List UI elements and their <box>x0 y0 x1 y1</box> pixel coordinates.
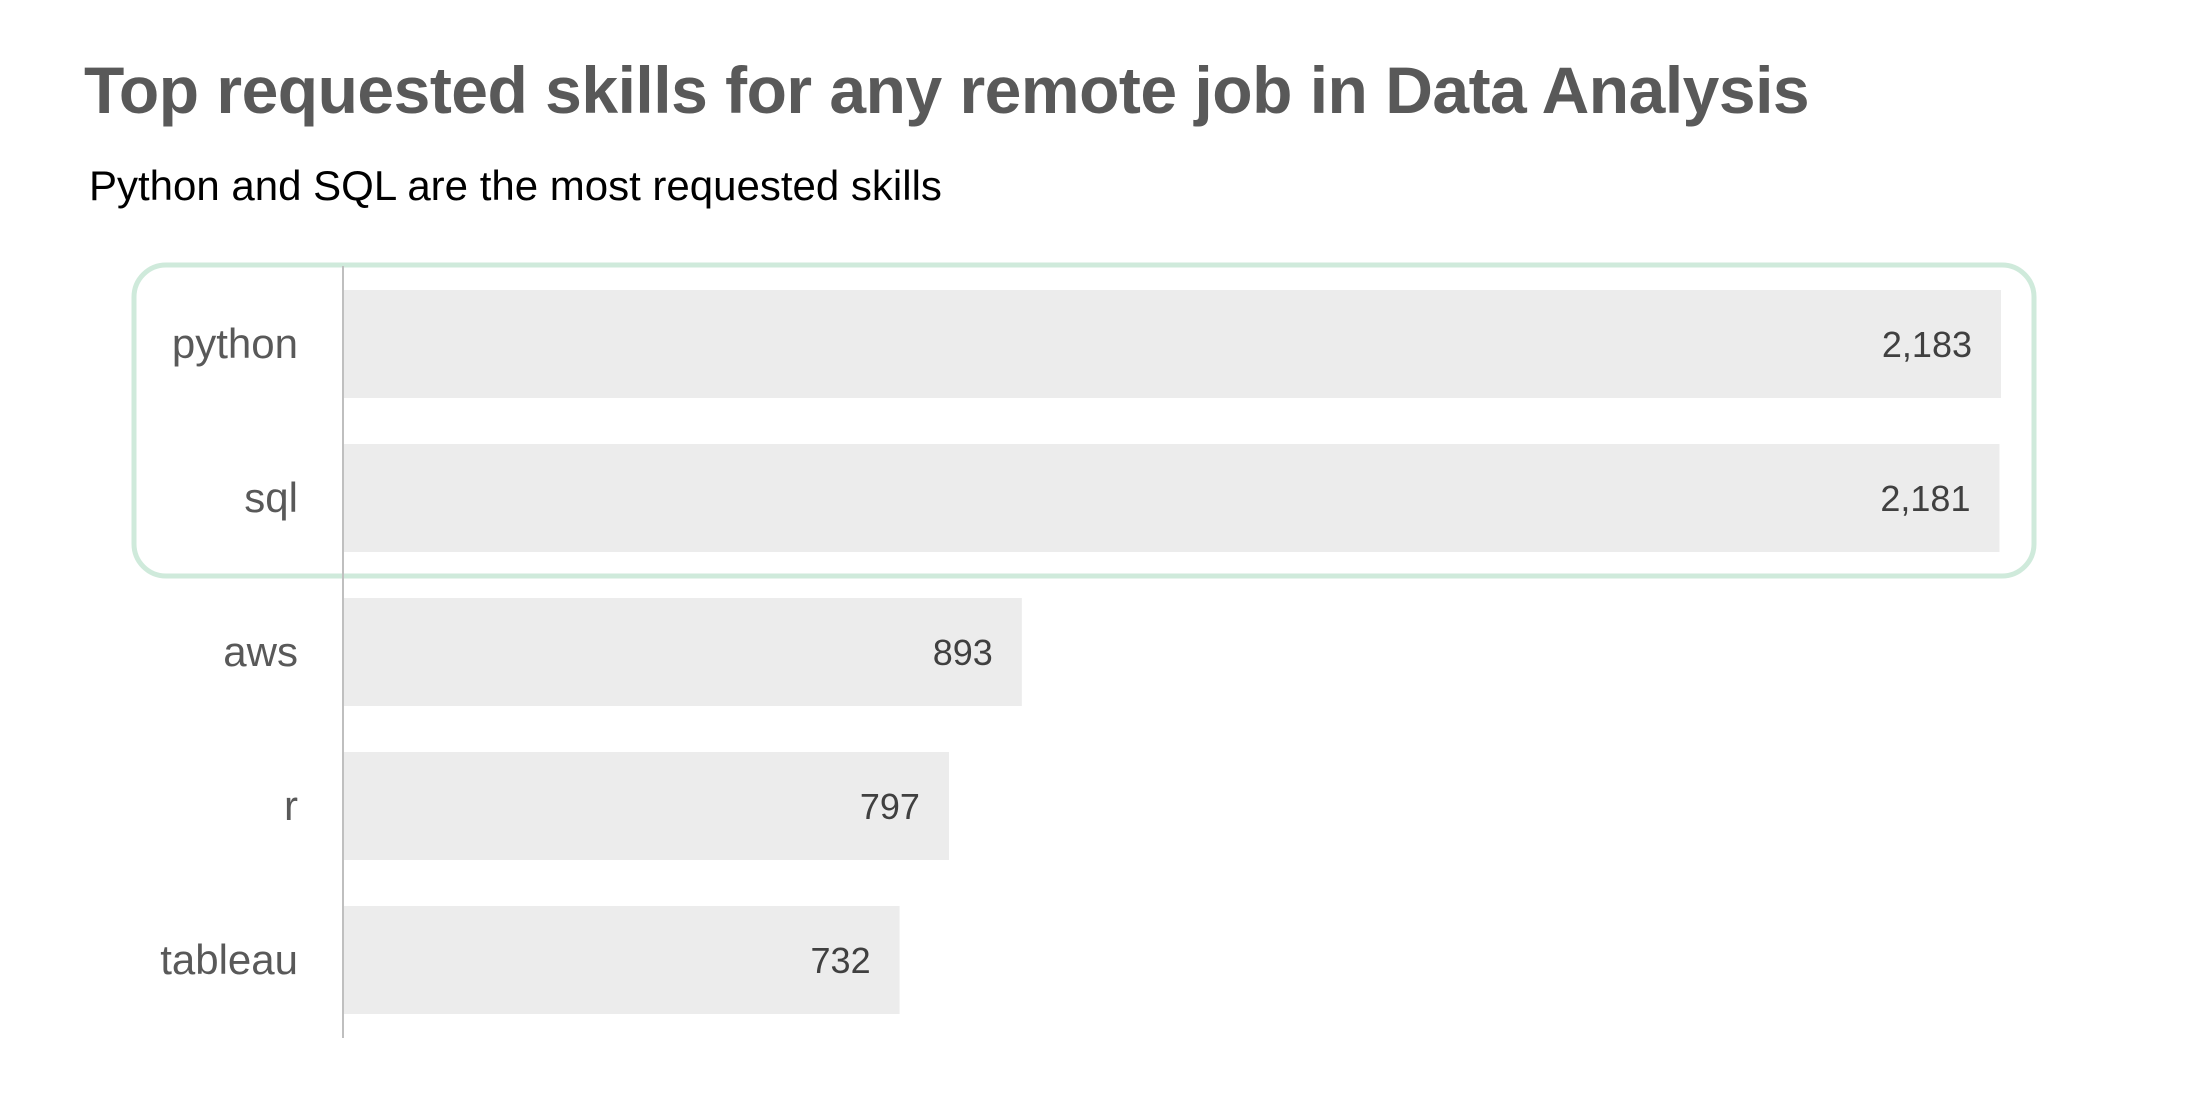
bar-tableau <box>344 906 900 1014</box>
bar-r <box>344 752 949 860</box>
value-label-r: 797 <box>860 786 920 827</box>
chart-title: Top requested skills for any remote job … <box>84 53 1810 127</box>
category-label-tableau: tableau <box>160 936 298 983</box>
bar-sql <box>344 444 2000 552</box>
bar-aws <box>344 598 1022 706</box>
category-label-r: r <box>284 782 298 829</box>
chart-subtitle: Python and SQL are the most requested sk… <box>89 162 942 209</box>
category-label-python: python <box>172 320 298 367</box>
highlight-outline <box>131 262 2037 579</box>
value-label-sql: 2,181 <box>1880 478 1970 519</box>
bar-python <box>344 290 2001 398</box>
category-label-sql: sql <box>244 474 298 521</box>
value-label-aws: 893 <box>933 632 993 673</box>
value-label-tableau: 732 <box>811 940 871 981</box>
value-label-python: 2,183 <box>1882 324 1972 365</box>
category-label-aws: aws <box>223 628 298 675</box>
